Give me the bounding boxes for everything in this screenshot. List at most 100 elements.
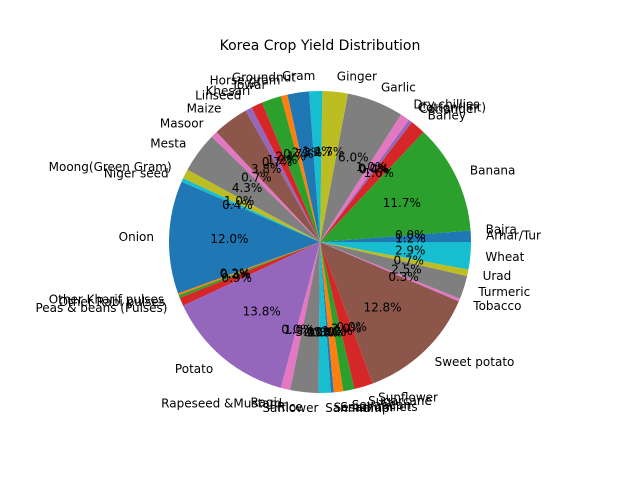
slice-label-potato: Potato [175,362,213,376]
slice-label-sesamum: Sesamum [334,401,394,415]
slice-percent-sweet-potato: 12.8% [363,301,401,315]
slice-label-soyabean: Soyabean [352,398,411,412]
slice-label-urad: Urad [483,269,512,283]
slice-percent-rapeseed-mustard: 1.0% [284,323,315,337]
slice-soyabean [320,242,355,392]
slice-label-horse-gram: Horse-gram [210,74,281,88]
slice-percent-other-rabi-pulses: 0.3% [220,268,251,282]
slice-percent-groundnut: 2.3% [292,145,323,159]
pie-slices [168,91,471,393]
slice-label-rapeseed-mustard: Rapeseed &Mustard [161,397,282,411]
slice-ginger [320,91,348,243]
slice-label-khesari: Khesari [206,84,251,98]
slice-label-rice: Rice [277,400,303,414]
slice-coriander [320,119,412,242]
slice-percent-sesamum: 0.3% [312,325,343,339]
slice-percent-khesari: 1.2% [267,153,298,167]
slice-label-linseed: Linseed [195,89,241,103]
slice-niger-seed [181,178,320,242]
slice-sannhamp [318,242,331,393]
slice-percent-peas-beans-pulses: 0.9% [222,271,253,285]
slice-percent-labels: 1.2%0.0%11.7%1.6%0.4%0.0%1.0%6.0%2.7%1.4… [210,144,425,339]
slice-potato [183,242,320,388]
slice-percent-arhar-tur: 1.2% [395,232,426,246]
slice-percent-wheat: 2.9% [395,243,426,257]
slice-turmeric [320,242,468,299]
slice-label-wheat: Wheat [485,250,524,264]
slice-label-turmeric: Turmeric [477,285,530,299]
slice-percent-masoor: 0.7% [241,170,272,184]
slice-percent-horse-gram: 0.7% [283,147,314,161]
slice-percent-onion: 12.0% [210,232,248,246]
slice-label-sugarcane: Sugarcane [368,394,432,408]
slice-percent-mesta: 4.3% [232,181,263,195]
slice-linseed [245,107,320,242]
slice-percent-urad: 0.7% [393,254,424,268]
slice-label-ragi: Ragi [251,395,277,409]
slice-percent-safflower: 0.0% [304,326,335,340]
slice-label-arhar-tur: Arhar/Tur [486,229,541,243]
slice-label-maize: Maize [187,101,222,115]
slice-label-tobacco: Tobacco [472,299,521,313]
slice-percent-rice: 3.0% [295,325,326,339]
slice-label-other-rabi-pulses: Other Rabi pulses [59,295,166,309]
slice-percent-banana: 11.7% [383,196,421,210]
slice-label-bajra: Bajra [486,222,517,236]
slice-horse-gram [280,94,320,242]
slice-mesta [187,136,320,242]
slice-label-peas-beans-pulses: Peas & beans (Pulses) [35,301,167,315]
slice-percent-tobacco: 0.3% [388,270,419,284]
slice-label-moong-green-gram: Moong(Green Gram) [49,160,172,174]
slice-percent-ragi: 0.0% [281,323,312,337]
slice-label-niger-seed: Niger seed [104,167,169,181]
slice-label-sannhamp: Sannhamp [325,401,389,415]
slice-label-safflower: Safflower [262,401,318,415]
slice-percent-coriander: 0.4% [359,162,390,176]
slice-percent-barley: 1.6% [363,166,394,180]
slice-label-other-kharif-pulses: Other Kharif pulses [49,293,164,307]
slice-label-masoor: Masoor [160,117,204,131]
slice-label-sweet-potato: Sweet potato [435,355,515,369]
slice-percent-sugarcane: 2.0% [331,322,362,336]
slice-percent-jowar: 2.1% [276,149,307,163]
slice-percent-potato: 13.8% [243,304,281,318]
slice-percent-dry-chillies: 1.0% [356,160,387,174]
slice-percent-garlic: 6.0% [338,151,369,165]
slice-percent-maize: 3.8% [251,162,282,176]
slice-sweet-potato [320,242,459,384]
slice-tobacco [320,242,460,302]
slice-jowar [261,96,320,242]
slice-masoor [211,132,320,242]
slice-label-ginger: Ginger [337,70,377,84]
slice-moong-green-gram [183,169,320,242]
slice-garlic [320,93,401,243]
slice-label-sunflower: Sunflower [378,391,438,405]
slice-label-barley: Barley [428,109,466,123]
slice-label-gram: Gram [282,69,315,83]
slice-barley [320,122,424,242]
slice-label-small-millets: Small millets [340,400,417,414]
slice-arhar-tur [320,230,471,242]
slice-other-rabi-pulses [178,242,320,298]
slice-small-millets [320,242,344,393]
slice-sesamum [320,242,334,393]
slice-percent-sunflower: 0.0% [336,320,367,334]
slice-label-jowar: Jowar [232,78,266,92]
chart-title: Korea Crop Yield Distribution [220,38,421,54]
slice-label-onion: Onion [119,230,154,244]
slice-onion [168,181,320,294]
slice-rapeseed-mustard [280,242,320,391]
slice-urad [320,242,469,277]
slice-other-kharif-pulses [178,242,320,296]
slice-wheat [320,242,471,270]
slice-peas-beans-pulses [179,242,320,306]
slice-sugarcane [320,242,373,389]
slice-rice [290,242,320,393]
slice-label-garlic: Garlic [381,81,416,95]
slice-percent-bajra: 0.0% [395,228,426,242]
slice-gram [309,91,323,242]
slice-percent-linseed: 0.7% [262,155,293,169]
slice-label-cotton-lint: Cotton(lint) [418,101,486,115]
